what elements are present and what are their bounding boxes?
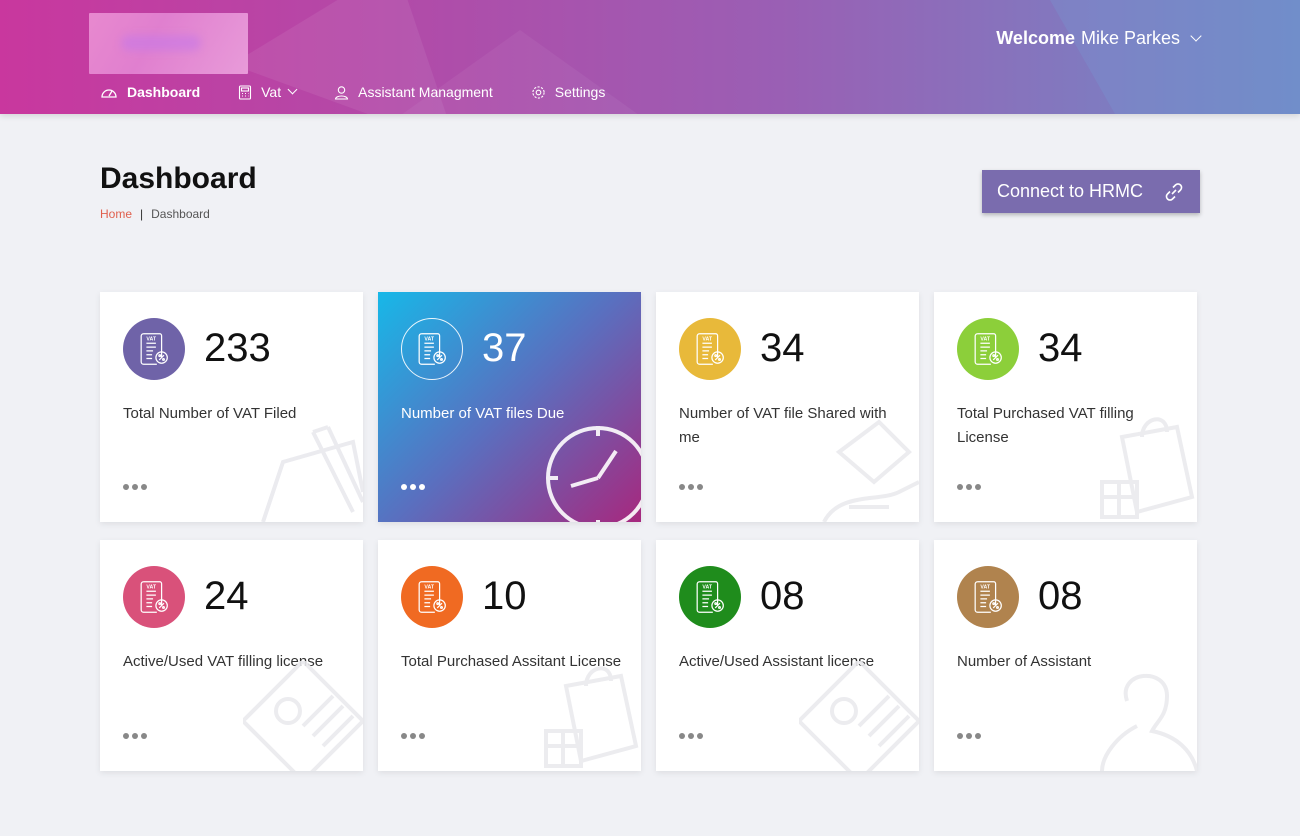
stat-label: Total Purchased VAT filling License bbox=[957, 405, 1134, 446]
stat-count: 34 bbox=[760, 326, 805, 370]
stat-card-assistant-active-license[interactable]: 08 Active/Used Assistant license bbox=[656, 540, 919, 771]
vat-document-icon bbox=[123, 566, 185, 628]
nav-assistant-label: Assistant Managment bbox=[358, 84, 493, 100]
stat-label: Number of VAT files Due bbox=[401, 405, 565, 422]
nav-dashboard-label: Dashboard bbox=[127, 84, 201, 100]
page-title: Dashboard bbox=[100, 162, 257, 195]
stat-count: 08 bbox=[760, 574, 805, 618]
breadcrumb-separator: | bbox=[140, 207, 144, 221]
stat-label: Number of VAT file Shared with me bbox=[679, 405, 887, 446]
main-nav: Dashboard Vat Assistant Managment Settin… bbox=[100, 84, 643, 100]
stat-label: Total Purchased Assitant License bbox=[401, 653, 622, 670]
connect-hrmc-button[interactable]: Connect to HRMC bbox=[982, 170, 1200, 213]
id-card-icon bbox=[799, 661, 919, 771]
id-card-icon bbox=[243, 661, 363, 771]
vat-document-icon bbox=[679, 318, 741, 380]
more-options-icon[interactable] bbox=[401, 484, 425, 490]
pencil-paper-icon bbox=[261, 425, 363, 522]
nav-settings-label: Settings bbox=[554, 84, 606, 100]
nav-vat-label: Vat bbox=[261, 84, 282, 100]
more-options-icon[interactable] bbox=[679, 484, 703, 490]
vat-document-icon bbox=[123, 318, 185, 380]
more-options-icon[interactable] bbox=[957, 484, 981, 490]
chevron-down-icon bbox=[287, 84, 298, 95]
person-icon bbox=[1100, 673, 1197, 771]
stat-label: Total Number of VAT Filed bbox=[123, 405, 297, 422]
stat-count: 233 bbox=[204, 326, 271, 370]
breadcrumb: Home | Dashboard bbox=[100, 207, 210, 221]
user-name: Mike Parkes bbox=[1080, 28, 1180, 48]
top-header: Welcome Mike Parkes Dashboard Vat Assist… bbox=[0, 0, 1300, 114]
nav-settings[interactable]: Settings bbox=[531, 84, 606, 100]
stat-label: Active/Used VAT filling license bbox=[123, 653, 324, 670]
more-options-icon[interactable] bbox=[123, 733, 147, 739]
breadcrumb-home-link[interactable]: Home bbox=[100, 207, 133, 221]
more-options-icon[interactable] bbox=[123, 484, 147, 490]
welcome-label: Welcome bbox=[996, 28, 1075, 48]
connect-hrmc-label: Connect to HRMC bbox=[997, 181, 1144, 201]
logo[interactable] bbox=[89, 13, 248, 74]
speedometer-icon bbox=[101, 89, 117, 98]
shopping-bag-gift-icon bbox=[544, 666, 639, 768]
calculator-icon bbox=[239, 84, 252, 100]
vat-document-icon bbox=[401, 318, 463, 380]
vat-document-icon bbox=[957, 566, 1019, 628]
header-decoration bbox=[380, 30, 660, 114]
shopping-bag-gift-icon bbox=[1100, 417, 1195, 519]
vat-document-icon bbox=[957, 318, 1019, 380]
stat-count: 08 bbox=[1038, 574, 1083, 618]
stat-card-vat-due[interactable]: 37 Number of VAT files Due bbox=[378, 292, 641, 522]
stat-count: 24 bbox=[204, 574, 249, 618]
stat-count: 10 bbox=[482, 574, 527, 618]
link-icon bbox=[1165, 183, 1183, 201]
nav-dashboard[interactable]: Dashboard bbox=[100, 84, 200, 100]
chevron-down-icon bbox=[1190, 30, 1202, 42]
header-decoration bbox=[1050, 0, 1300, 114]
stat-card-vat-license[interactable]: 34 Total Purchased VAT filling License bbox=[934, 292, 1197, 522]
stat-label: Number of Assistant bbox=[957, 653, 1092, 670]
more-options-icon[interactable] bbox=[401, 733, 425, 739]
stat-count: 34 bbox=[1038, 326, 1083, 370]
vat-document-icon bbox=[401, 566, 463, 628]
nav-vat[interactable]: Vat bbox=[238, 84, 298, 100]
nav-assistant-management[interactable]: Assistant Managment bbox=[334, 84, 493, 100]
stat-card-vat-active-license[interactable]: 24 Active/Used VAT filling license bbox=[100, 540, 363, 771]
stat-card-vat-filed[interactable]: 233 Total Number of VAT Filed bbox=[100, 292, 363, 522]
folder-hand-icon bbox=[822, 419, 919, 522]
user-menu[interactable]: Welcome Mike Parkes bbox=[996, 28, 1202, 49]
stat-label: Active/Used Assistant license bbox=[679, 653, 875, 670]
stat-card-assistant-count[interactable]: 08 Number of Assistant bbox=[934, 540, 1197, 771]
stat-card-assistant-license[interactable]: 10 Total Purchased Assitant License bbox=[378, 540, 641, 771]
stat-count: 37 bbox=[482, 326, 527, 370]
more-options-icon[interactable] bbox=[957, 733, 981, 739]
user-icon bbox=[334, 85, 349, 100]
clock-icon bbox=[546, 426, 641, 522]
stat-card-vat-shared[interactable]: 34 Number of VAT file Shared with me bbox=[656, 292, 919, 522]
vat-document-icon bbox=[679, 566, 741, 628]
gear-icon bbox=[532, 85, 545, 99]
more-options-icon[interactable] bbox=[679, 733, 703, 739]
breadcrumb-current: Dashboard bbox=[151, 207, 210, 221]
